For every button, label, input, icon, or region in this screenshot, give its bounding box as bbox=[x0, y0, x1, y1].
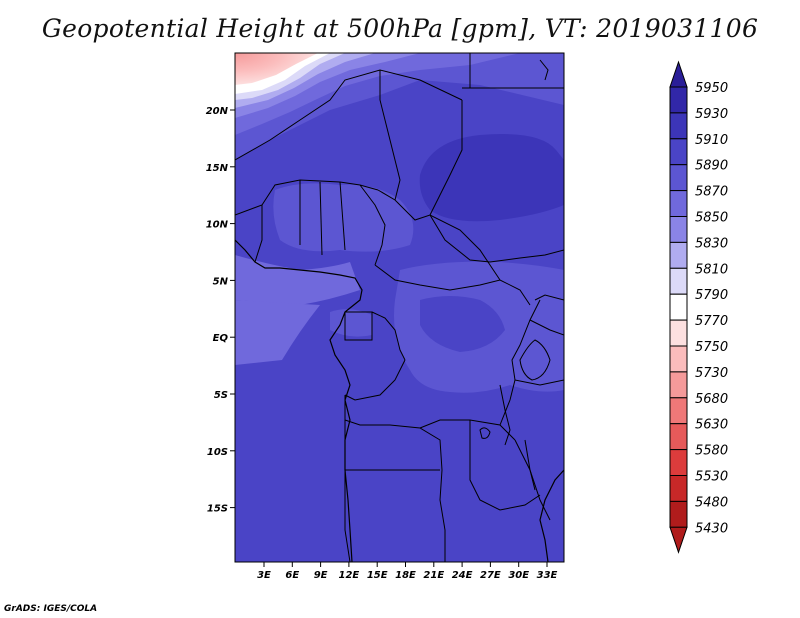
colorbar-segment bbox=[669, 475, 688, 502]
lakes bbox=[479, 59, 551, 491]
colorbar-segment bbox=[669, 241, 688, 269]
colorbar-label: 5730 bbox=[695, 366, 728, 381]
colorbar-segment bbox=[669, 138, 688, 166]
lon-tick-label: 24E bbox=[452, 570, 473, 581]
lat-tick-label: 5S bbox=[214, 390, 228, 401]
colorbar-label: 5830 bbox=[695, 236, 728, 251]
longitude-axis: 3E 6E 9E 12E 15E 18E 21E 24E 27E 30E 33E bbox=[257, 562, 558, 581]
lat-tick-label: EQ bbox=[213, 333, 229, 344]
lon-tick-label: 9E bbox=[314, 570, 328, 581]
colorbar-segment bbox=[669, 500, 688, 528]
height-band-5850-gulf bbox=[235, 300, 320, 365]
colorbar-segment bbox=[669, 216, 688, 243]
colorbar-label: 5890 bbox=[695, 159, 728, 174]
colorbar-segment bbox=[669, 319, 688, 347]
lon-tick-label: 30E bbox=[508, 570, 529, 581]
colorbar-segment bbox=[669, 423, 688, 451]
height-patch-5870-gabon bbox=[330, 309, 372, 337]
colorbar-label: 5530 bbox=[695, 470, 728, 485]
colorbar-label: 5790 bbox=[695, 288, 728, 303]
height-pocket-5890 bbox=[420, 296, 505, 352]
colorbar-segment bbox=[669, 397, 688, 425]
lon-tick-label: 12E bbox=[339, 570, 360, 581]
colorbar-label: 5870 bbox=[695, 185, 728, 200]
lat-tick-label: 20N bbox=[206, 106, 229, 117]
lon-tick-label: 15E bbox=[367, 570, 388, 581]
coastline bbox=[235, 239, 564, 562]
height-band-5730 bbox=[235, 53, 318, 85]
map-plot-area bbox=[235, 53, 564, 562]
height-band-5890-ridge bbox=[419, 134, 564, 222]
colorbar-bottom-arrow bbox=[669, 526, 688, 554]
colorbar-label: 5680 bbox=[695, 392, 728, 407]
lon-tick-label: 27E bbox=[480, 570, 501, 581]
latitude-axis: 20N 15N 10N 5N EQ 5S 10S 15S bbox=[206, 106, 235, 515]
colorbar-label: 5810 bbox=[695, 262, 728, 277]
colorbar-label: 5630 bbox=[695, 418, 728, 433]
lon-tick-label: 18E bbox=[395, 570, 416, 581]
map-frame bbox=[234, 52, 565, 563]
height-band-5870-west-africa bbox=[273, 183, 414, 252]
colorbar-top-arrow bbox=[669, 60, 688, 88]
grads-credit: GrADS: IGES/COLA bbox=[4, 604, 98, 614]
colorbar-label: 5580 bbox=[695, 444, 728, 459]
colorbar: 5950 5930 5910 5890 5870 5850 5830 5810 5790 5770… bbox=[669, 60, 728, 554]
colorbar-segment bbox=[669, 371, 688, 399]
colorbar-segment bbox=[669, 449, 688, 477]
colorbar-segment bbox=[669, 267, 688, 295]
colorbar-label: 5930 bbox=[695, 107, 728, 122]
colorbar-label: 5430 bbox=[695, 521, 728, 536]
colorbar-segment bbox=[669, 345, 688, 373]
lat-tick-label: 10S bbox=[207, 447, 228, 458]
lon-tick-label: 6E bbox=[285, 570, 299, 581]
colorbar-label: 5850 bbox=[695, 211, 728, 226]
colorbar-label: 5770 bbox=[695, 314, 728, 329]
lat-tick-label: 15S bbox=[207, 504, 228, 515]
colorbar-label: 5950 bbox=[695, 81, 728, 96]
lat-tick-label: 10N bbox=[206, 220, 229, 231]
colorbar-segment bbox=[669, 293, 688, 321]
lat-tick-label: 5N bbox=[213, 276, 229, 287]
colorbar-label: 5480 bbox=[695, 495, 728, 510]
colorbar-segment bbox=[669, 190, 688, 218]
lat-tick-label: 15N bbox=[206, 163, 229, 174]
colorbar-label: 5910 bbox=[695, 133, 728, 148]
map-title: Geopotential Height at 500hPa [gpm], VT:… bbox=[41, 14, 759, 43]
lon-tick-label: 3E bbox=[257, 570, 271, 581]
colorbar-segment bbox=[669, 112, 688, 140]
lon-tick-label: 33E bbox=[537, 570, 558, 581]
lon-tick-label: 21E bbox=[423, 570, 444, 581]
colorbar-segment bbox=[669, 86, 688, 114]
colorbar-segment bbox=[669, 164, 688, 192]
colorbar-label: 5750 bbox=[695, 340, 728, 355]
